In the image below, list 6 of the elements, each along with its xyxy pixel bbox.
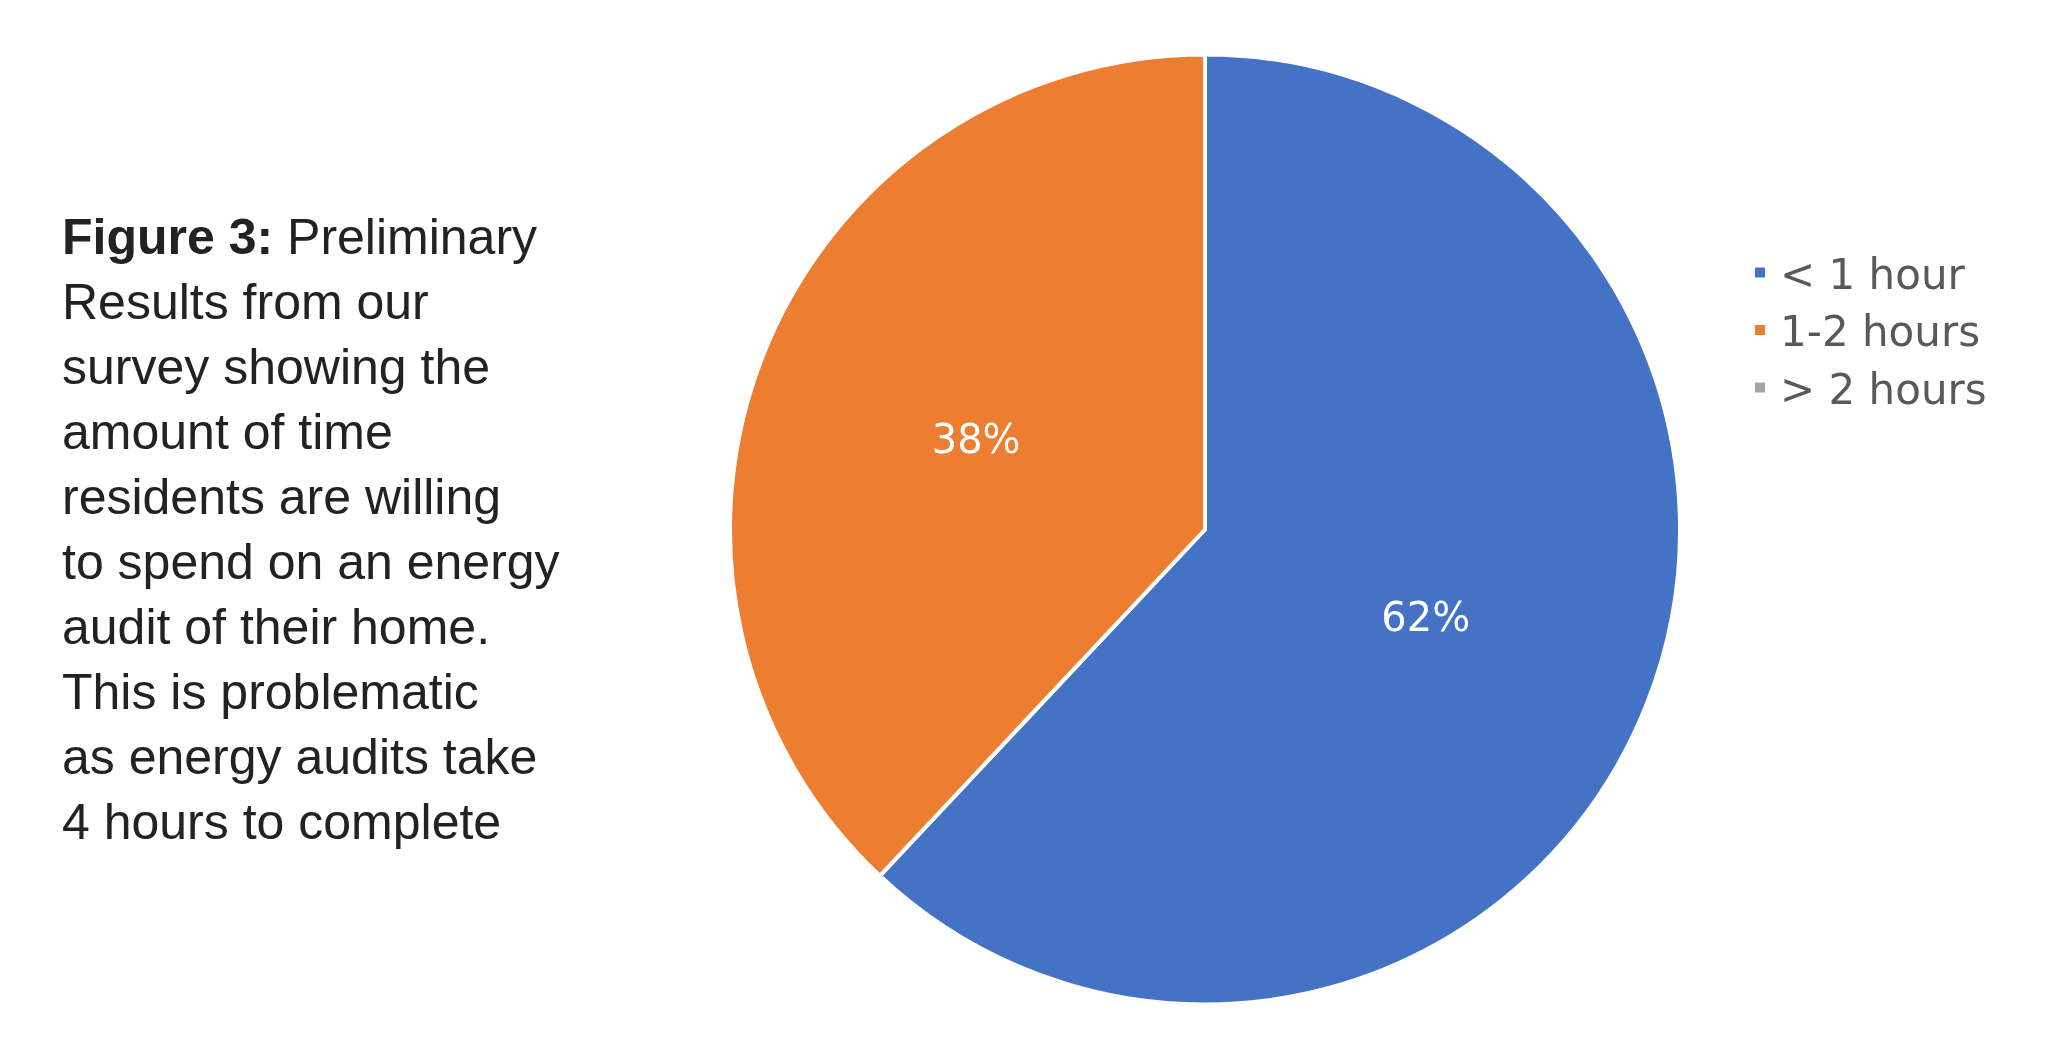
legend-label: < 1 hour	[1780, 249, 1966, 299]
data-label: 38%	[931, 415, 1021, 462]
legend-label: > 2 hours	[1780, 364, 1987, 414]
legend-label: 1-2 hours	[1780, 307, 1981, 357]
data-label: 62%	[1381, 593, 1471, 640]
text: Figure 3:	[62, 209, 274, 265]
